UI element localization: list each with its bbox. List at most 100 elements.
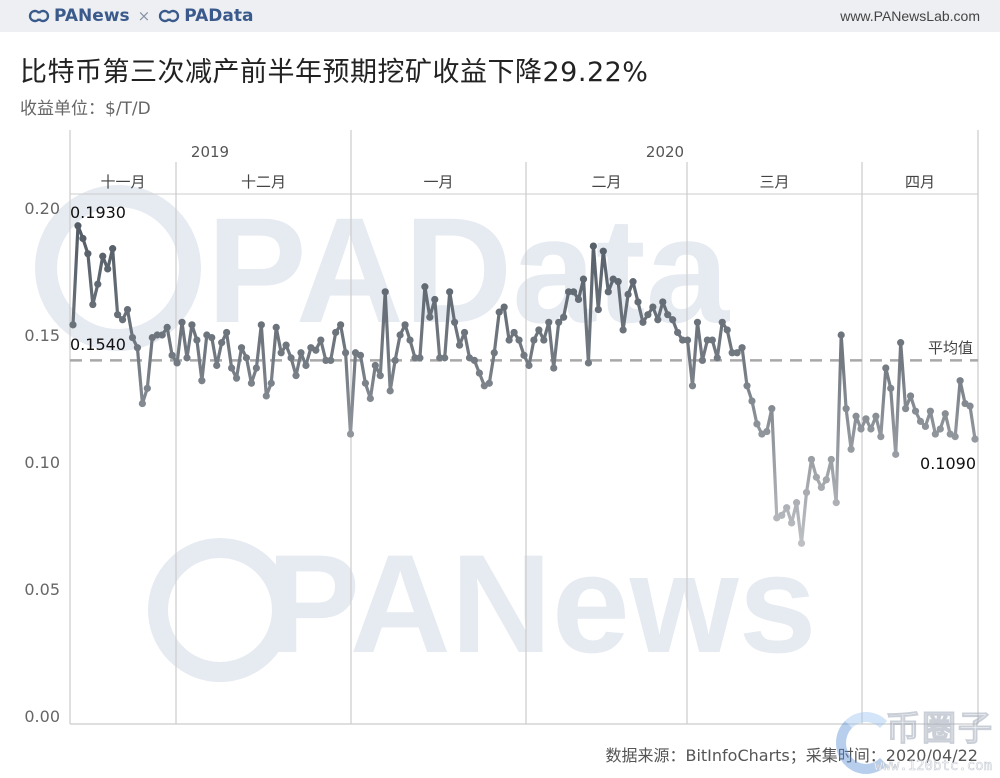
data-point [674, 328, 682, 337]
data-point [579, 275, 588, 283]
data-point [783, 504, 791, 512]
data-point [431, 295, 439, 304]
data-point [381, 288, 389, 296]
panews-watermark-logo-icon [148, 538, 292, 682]
data-point [713, 354, 721, 362]
data-point [173, 359, 181, 367]
data-point [337, 321, 345, 329]
data-point [906, 392, 915, 400]
data-point [411, 354, 419, 362]
data-point [282, 341, 290, 349]
data-point [441, 354, 449, 362]
data-point [951, 433, 959, 441]
data-point [416, 354, 424, 362]
padata-watermark-logo-icon [35, 185, 201, 351]
data-point [887, 384, 895, 392]
data-point [778, 511, 786, 519]
data-point [312, 346, 320, 354]
data-point [555, 318, 563, 326]
data-point [446, 288, 454, 296]
data-point [322, 356, 330, 364]
data-point [936, 425, 944, 433]
data-point [614, 278, 622, 286]
data-point [624, 290, 632, 298]
data-point [738, 344, 746, 352]
annotation-start: 0.1540 [70, 335, 126, 354]
data-point [475, 369, 483, 377]
data-point [550, 364, 558, 372]
data-point [332, 328, 340, 337]
data-point [89, 300, 97, 309]
data-point [639, 318, 647, 326]
data-point [515, 336, 523, 344]
data-point [421, 283, 429, 291]
average-label: 平均值 [928, 339, 973, 357]
data-point [535, 326, 543, 334]
data-point [257, 321, 265, 329]
brand-padata: PAData [184, 6, 254, 26]
data-point [589, 242, 597, 250]
data-point [213, 361, 221, 370]
data-point [897, 339, 905, 347]
data-point [158, 331, 166, 339]
month-label: 十一月 [100, 173, 145, 191]
data-point [426, 313, 434, 321]
data-point [109, 245, 117, 253]
brand-logos: PANews × PAData [28, 6, 253, 26]
data-point [118, 316, 127, 324]
data-point [862, 415, 870, 423]
data-point [341, 349, 350, 357]
month-label: 十二月 [241, 173, 286, 191]
data-point [792, 499, 801, 507]
month-label: 三月 [759, 173, 789, 191]
data-point [931, 430, 939, 438]
padata-logo-icon [159, 9, 180, 23]
data-point [267, 379, 275, 387]
data-point [451, 318, 459, 326]
year-label-2020: 2020 [646, 143, 684, 161]
data-point [852, 412, 860, 420]
data-point [391, 356, 399, 364]
data-point [252, 364, 260, 372]
data-point [218, 339, 226, 347]
data-point [584, 359, 593, 367]
data-point [565, 288, 573, 296]
data-point [163, 323, 171, 331]
data-point [723, 326, 731, 334]
data-point [788, 519, 796, 527]
data-point [956, 377, 964, 385]
data-point [104, 265, 112, 273]
data-point [74, 222, 82, 230]
data-point [827, 455, 835, 464]
month-label: 一月 [423, 173, 453, 191]
data-point [208, 333, 216, 342]
data-point [495, 308, 503, 316]
data-point [198, 377, 206, 385]
data-point [753, 420, 761, 428]
data-point [718, 318, 726, 326]
data-point [892, 450, 900, 458]
data-point [470, 356, 479, 364]
brand-separator: × [137, 7, 151, 25]
data-point [356, 351, 365, 359]
data-point [346, 430, 355, 438]
data-point [902, 405, 910, 413]
data-point [287, 354, 295, 362]
data-point [743, 382, 751, 390]
data-point [659, 298, 667, 306]
data-point [99, 252, 107, 260]
data-point [921, 422, 930, 431]
data-point [133, 344, 142, 352]
data-point [505, 336, 513, 344]
data-point [401, 321, 409, 329]
data-point [188, 321, 196, 329]
data-point [882, 364, 890, 372]
data-point [728, 349, 736, 357]
data-point [842, 405, 850, 413]
data-point [678, 336, 687, 344]
swirl-logo-icon [836, 712, 896, 774]
data-point [242, 354, 251, 362]
data-point [619, 326, 627, 334]
site-url[interactable]: www.PANewsLab.com [840, 8, 980, 24]
